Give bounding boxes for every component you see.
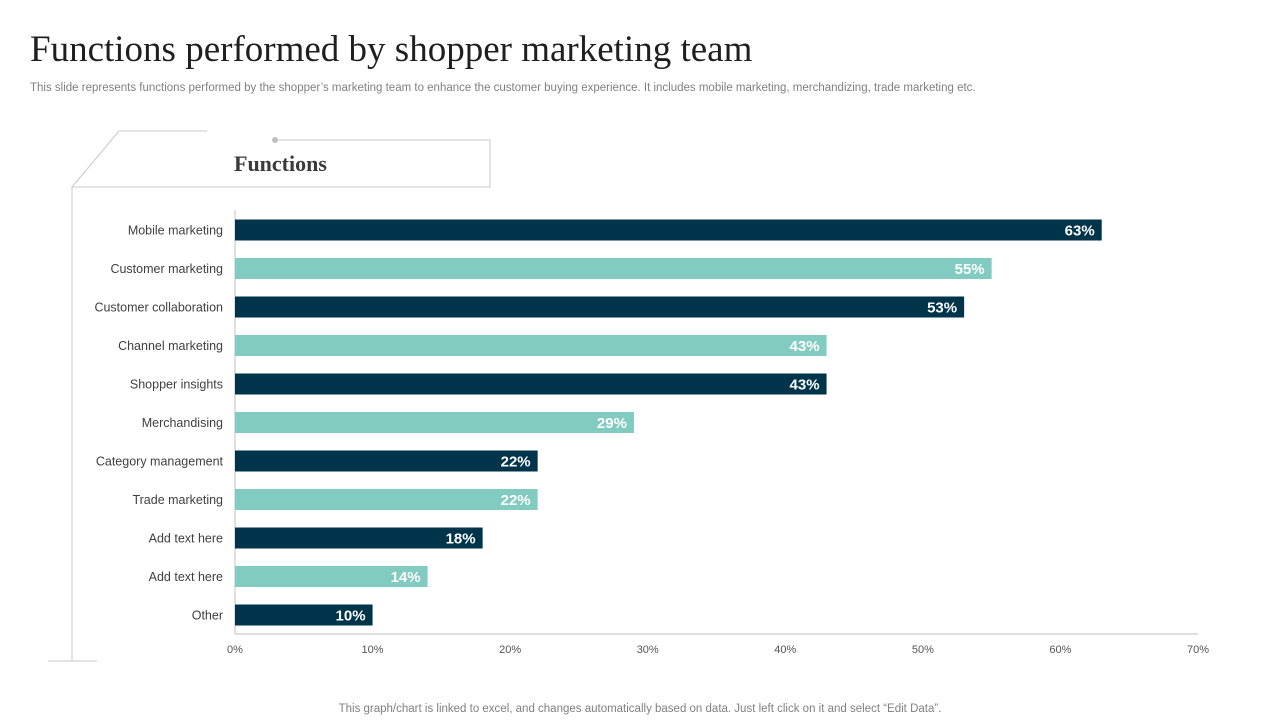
category-label: Trade marketing <box>132 493 223 507</box>
category-label: Mobile marketing <box>128 224 223 238</box>
category-label: Add text here <box>149 532 223 546</box>
bar <box>235 219 1102 241</box>
data-label: 14% <box>391 569 421 586</box>
x-tick-label: 60% <box>1049 644 1071 656</box>
bar <box>235 489 538 510</box>
data-label: 18% <box>446 531 476 548</box>
data-label: 22% <box>501 492 531 509</box>
bar <box>235 258 992 279</box>
category-label: Shopper insights <box>130 378 223 392</box>
category-label: Customer marketing <box>110 262 223 276</box>
bar <box>235 604 373 626</box>
page-subtitle: This slide represents functions performe… <box>30 82 976 94</box>
data-label: 22% <box>501 454 531 471</box>
bar <box>235 373 827 395</box>
data-label: 43% <box>790 338 820 355</box>
data-label: 43% <box>790 377 820 394</box>
category-label: Customer collaboration <box>94 301 223 315</box>
data-label: 29% <box>597 415 627 432</box>
data-label: 55% <box>955 261 985 278</box>
data-label: 63% <box>1065 223 1095 240</box>
category-label: Add text here <box>149 570 223 584</box>
bar <box>235 450 538 472</box>
x-tick-label: 70% <box>1187 644 1209 656</box>
category-label: Category management <box>96 455 224 469</box>
bar <box>235 335 827 356</box>
x-tick-label: 30% <box>637 644 659 656</box>
data-label: 10% <box>336 608 366 625</box>
data-label: 53% <box>927 300 957 317</box>
footer-note: This graph/chart is linked to excel, and… <box>338 703 942 715</box>
bar <box>235 566 428 587</box>
category-label: Channel marketing <box>118 339 223 353</box>
bar <box>235 527 483 549</box>
category-label: Merchandising <box>142 416 223 430</box>
bar <box>235 296 965 318</box>
x-tick-label: 20% <box>499 644 521 656</box>
x-tick-label: 0% <box>227 644 243 656</box>
page-title: Functions performed by shopper marketing… <box>30 29 753 70</box>
section-title: Functions <box>234 151 327 176</box>
x-tick-label: 40% <box>774 644 796 656</box>
bar <box>235 412 634 433</box>
category-label: Other <box>192 609 223 623</box>
x-tick-label: 50% <box>912 644 934 656</box>
x-tick-label: 10% <box>362 644 384 656</box>
